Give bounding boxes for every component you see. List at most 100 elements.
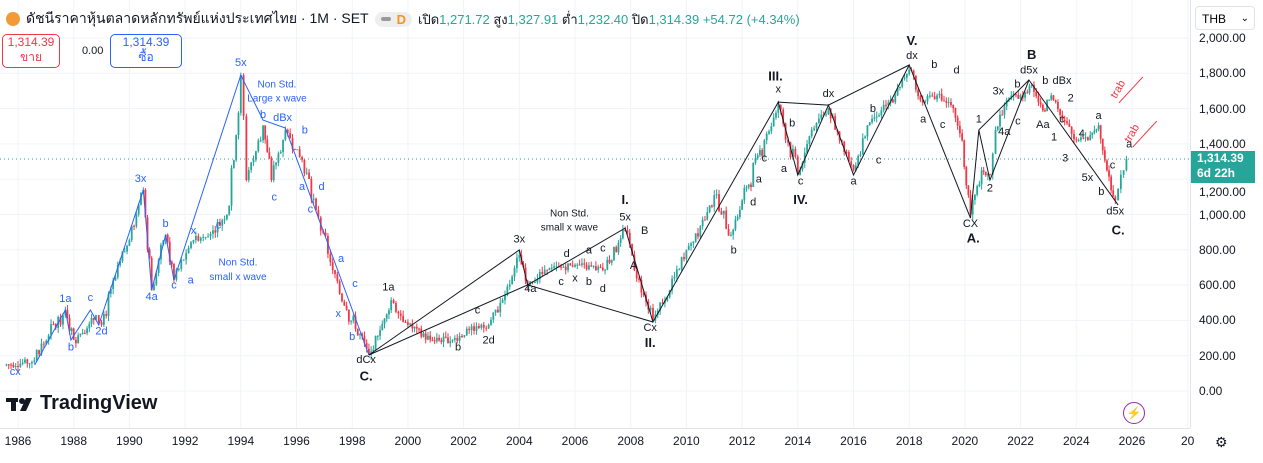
candle-body [668, 290, 671, 298]
low-value: 1,232.40 [577, 11, 629, 27]
candle-body [95, 315, 97, 321]
currency-select[interactable]: THB ⌄ [1195, 6, 1255, 30]
candle-body [592, 266, 595, 268]
candle-body [613, 247, 615, 261]
wave-label: c [762, 153, 768, 165]
candle-body [1057, 101, 1059, 110]
wave-label: a [920, 114, 927, 126]
candle-body [245, 116, 248, 181]
candle-body [597, 266, 600, 270]
wave-label: IV. [793, 192, 808, 207]
wave-label: 3x [135, 173, 147, 185]
price-tick: 1,600.00 [1199, 101, 1246, 116]
candle-body [896, 87, 899, 96]
candle-body [594, 266, 597, 270]
close-value: 1,314.39 [648, 11, 700, 27]
candle-body [659, 302, 662, 311]
candle-body [291, 138, 294, 149]
wave-label: Aa [1036, 119, 1050, 131]
candle-body [550, 267, 553, 269]
candle-body [1026, 92, 1029, 94]
candle-body [284, 129, 287, 140]
candle-body [866, 125, 869, 137]
time-tick: 2010 [673, 434, 700, 448]
wave-label: c [1015, 115, 1021, 127]
candle-body [368, 348, 370, 355]
wave-label: d5x [1020, 64, 1038, 76]
candle-body [312, 198, 315, 200]
candle-body [350, 320, 352, 322]
candle-body [608, 259, 611, 263]
candle-body [817, 118, 820, 123]
candle-body [1070, 126, 1073, 134]
candle-body [494, 309, 497, 313]
candle-body [801, 162, 804, 170]
candle-body [768, 131, 770, 134]
time-tick: 1994 [227, 434, 255, 448]
candle-body [538, 272, 541, 280]
candle-body [1093, 130, 1096, 133]
candle-body [232, 160, 235, 168]
wave-label: 1 [976, 114, 982, 126]
candle-body [976, 186, 979, 195]
candle-body [429, 335, 432, 340]
candle-body [324, 232, 327, 237]
time-axis[interactable]: 1986 1988 1990 1992 1994 1996 1998 2000 2002 2004… [0, 428, 1194, 463]
sell-button[interactable]: 1,314.39 ขาย [2, 34, 60, 68]
candle-body [247, 170, 250, 181]
candle-body [1015, 94, 1017, 96]
candle-body [1048, 99, 1051, 101]
market-status-pill[interactable]: D [374, 11, 412, 27]
candle-body [687, 245, 690, 250]
wave-label: 1a [382, 281, 395, 293]
candle-body [128, 240, 131, 246]
candle-body [847, 152, 850, 162]
candle-body [361, 334, 364, 337]
wave-label: a [338, 253, 345, 265]
wave-label: a [299, 181, 306, 193]
candle-body [308, 172, 310, 179]
candle-body [79, 333, 82, 336]
candle-body [571, 265, 574, 267]
candle-body [599, 266, 602, 268]
lightning-icon[interactable]: ⚡ [1123, 402, 1145, 424]
price-axis[interactable]: THB ⌄ 2,000.00 1,800.00 1,600.00 1,400.00 1,2… [1190, 0, 1263, 428]
settings-gear-icon[interactable]: ⚙ [1215, 434, 1228, 450]
candle-body [202, 237, 205, 239]
candle-body [166, 234, 169, 242]
candle-body [435, 337, 438, 342]
wave-label: 4a [146, 291, 159, 303]
candle-body [116, 264, 119, 278]
candle-body [28, 363, 31, 365]
candle-body [1033, 84, 1035, 92]
wave-label: b [302, 124, 308, 136]
candle-body [180, 259, 183, 269]
buy-button[interactable]: 1,314.39 ซื้อ [110, 34, 182, 68]
candle-body [965, 167, 968, 186]
symbol-title[interactable]: ดัชนีราคาหุ้นตลาดหลักทรัพย์แห่งประเทศไทย… [26, 10, 369, 26]
candle-body [718, 194, 720, 212]
candle-body [379, 330, 381, 336]
wave-label: c [271, 191, 277, 203]
candle-body [1125, 159, 1128, 171]
candle-body [610, 260, 613, 263]
last-price: 1,314.39 [1197, 151, 1244, 165]
candle-body [303, 159, 306, 174]
candle-body [88, 323, 91, 329]
candle-body [628, 232, 631, 244]
candle-body [1019, 95, 1022, 99]
candle-body [1122, 170, 1125, 175]
candle-body [750, 184, 752, 187]
wave-label: d [564, 248, 570, 260]
candle-body [1075, 139, 1078, 141]
tradingview-logo[interactable]: TradingView [6, 392, 157, 415]
candle-body [989, 174, 991, 176]
wave-label: x [336, 308, 342, 320]
candle-body [487, 324, 490, 329]
candle-body [567, 263, 569, 271]
wave-label: d [600, 283, 606, 295]
wave-label: A. [967, 231, 980, 246]
wave-label: cx [10, 366, 22, 378]
wave-label: C. [1112, 223, 1125, 238]
